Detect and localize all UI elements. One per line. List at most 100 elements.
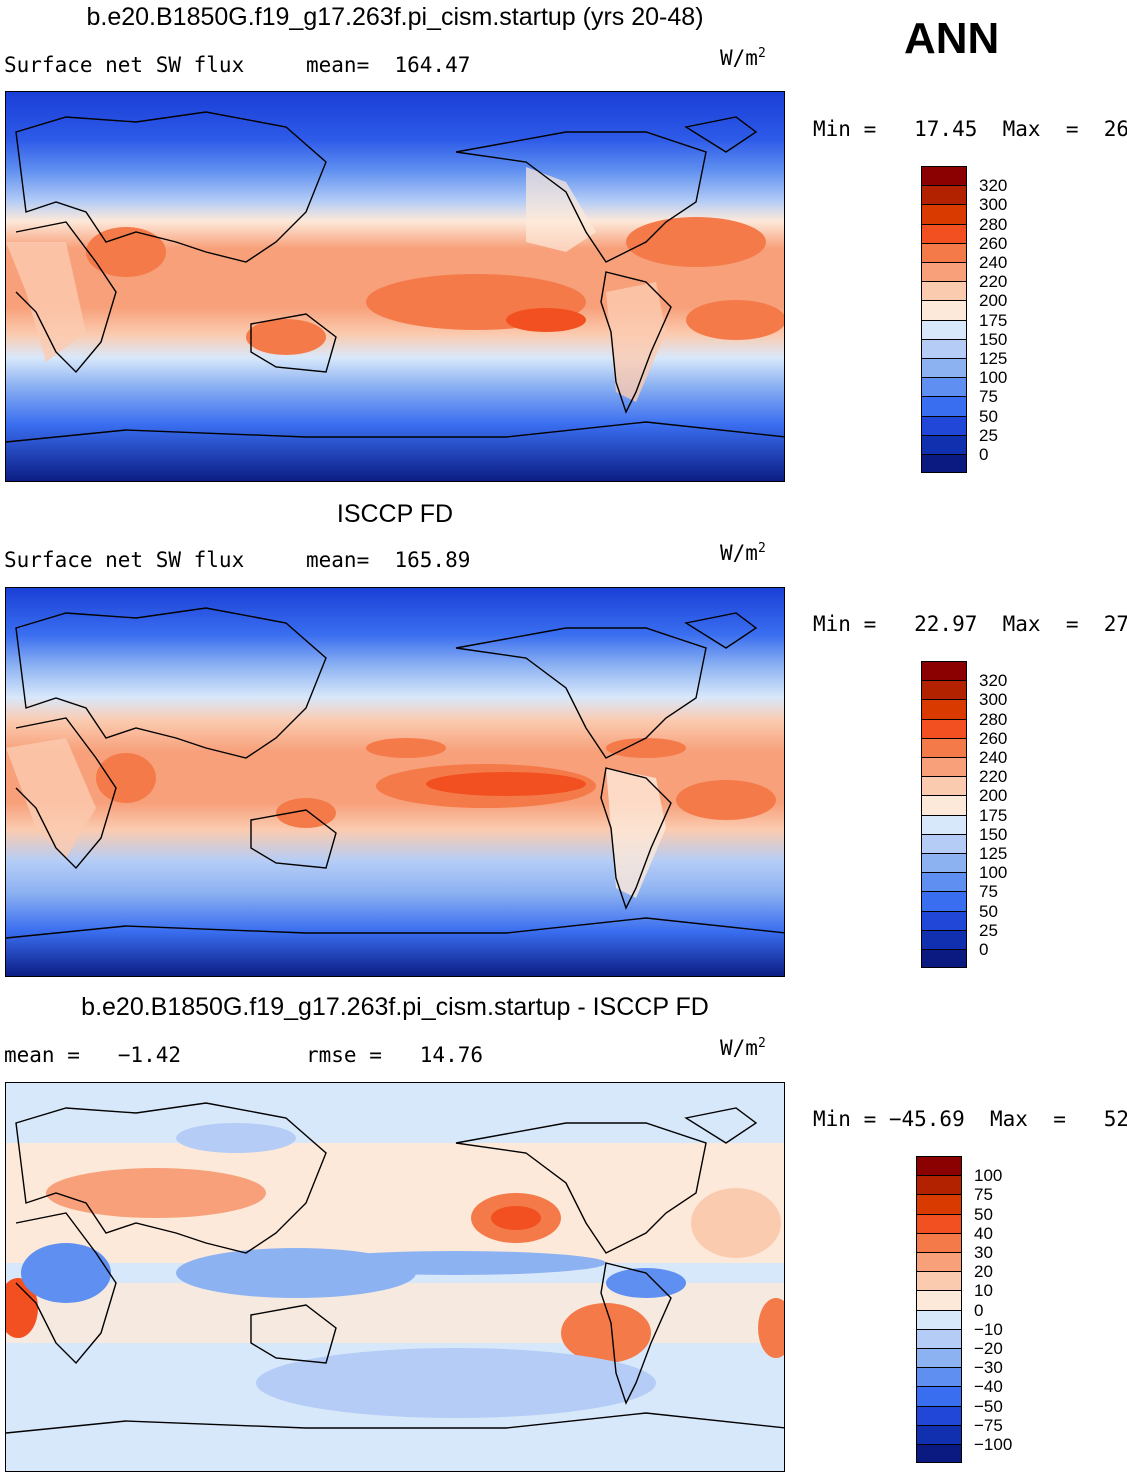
colorbar-tick-label: −20 (974, 1339, 1003, 1358)
panel1-minmax: Min = 17.45 Max = 264.52 (813, 117, 1127, 141)
panel2-variable-label: Surface net SW flux (4, 548, 245, 572)
colorbar-swatch (921, 242, 967, 262)
colorbar-swatch (921, 776, 967, 796)
colorbar-tick-label: 25 (979, 425, 998, 445)
colorbar-tick-label: 50 (979, 901, 998, 921)
colorbar-swatch (921, 396, 967, 416)
colorbar-swatch (916, 1367, 962, 1387)
colorbar-tick-label: 75 (974, 1185, 993, 1205)
colorbar-swatch (921, 319, 967, 339)
colorbar-tick-label: 240 (979, 253, 1008, 272)
colorbar-tick-label: 175 (979, 310, 1008, 330)
season-label: ANN (904, 14, 1000, 63)
colorbar-frame (921, 661, 967, 969)
colorbar-tick-label: −50 (974, 1396, 1003, 1416)
colorbar-swatch (921, 281, 967, 301)
colorbar-tick-label: −75 (974, 1415, 1003, 1435)
colorbar-tick-label: 25 (979, 920, 998, 940)
colorbar-swatch (921, 680, 967, 700)
colorbar-tick-label: 300 (979, 690, 1008, 710)
colorbar-swatch (921, 338, 967, 358)
panel2-minmax: Min = 22.97 Max = 270.49 (813, 612, 1127, 636)
colorbar-tick-label: 200 (979, 291, 1008, 311)
colorbar-tick-label: 280 (979, 214, 1008, 234)
colorbar-tick-label: 200 (979, 786, 1008, 806)
colorbar-tick-label: 75 (979, 387, 998, 407)
colorbar-tick-label: 50 (974, 1204, 993, 1224)
panel1-mean: mean= 164.47 (306, 53, 471, 77)
colorbar-tick-label: 220 (979, 767, 1008, 787)
panel3-mean: mean = −1.42 (4, 1043, 182, 1067)
colorbar-swatch (916, 1271, 962, 1291)
colorbar-tick-label: 175 (979, 805, 1008, 825)
colorbar-swatch (921, 929, 967, 949)
colorbar-tick-label: 280 (979, 709, 1008, 729)
colorbar-swatch (921, 377, 967, 397)
colorbar-swatch (916, 1444, 962, 1464)
colorbar-swatch (921, 454, 967, 474)
panel3-title: b.e20.B1850G.f19_g17.263f.pi_cism.startu… (81, 993, 709, 1021)
colorbar-swatch (921, 699, 967, 719)
colorbar-tick-label: 320 (979, 671, 1008, 691)
colorbar-swatch (921, 415, 967, 435)
colorbar-tick-label: 260 (979, 233, 1008, 253)
colorbar-tick-label: 240 (979, 748, 1008, 767)
colorbar-swatch (921, 358, 967, 378)
colorbar-tick-label: 0 (979, 940, 989, 959)
panel1-variable-label: Surface net SW flux (4, 53, 245, 77)
colorbar-swatch (921, 833, 967, 853)
colorbar-swatch (916, 1232, 962, 1252)
colorbar-frame (921, 166, 967, 474)
colorbar-tick-label: 30 (974, 1243, 993, 1262)
colorbar-swatch (921, 223, 967, 243)
colorbar-swatch (916, 1194, 962, 1214)
colorbar-tick-label: 100 (979, 368, 1008, 388)
colorbar-tick-label: 150 (979, 824, 1008, 844)
colorbar-swatch (921, 910, 967, 930)
panel1-units: W/m2 (720, 46, 766, 70)
colorbar-swatch (916, 1424, 962, 1444)
colorbar-tick-label: 220 (979, 272, 1008, 292)
panel2-mean: mean= 165.89 (306, 548, 471, 572)
colorbar-swatch (916, 1290, 962, 1310)
colorbar-swatch (916, 1405, 962, 1425)
colorbar-tick-label: −10 (974, 1319, 1003, 1339)
colorbar-tick-label: −40 (974, 1377, 1003, 1397)
colorbar-swatch (916, 1309, 962, 1329)
colorbar-tick-label: −30 (974, 1358, 1003, 1378)
colorbar-swatch (916, 1348, 962, 1368)
colorbar-tick-label: 100 (979, 863, 1008, 883)
colorbar-tick-label: 20 (974, 1262, 993, 1282)
colorbar-tick-label: 0 (979, 445, 989, 464)
colorbar-tick-label: 150 (979, 329, 1008, 349)
colorbar-swatch (921, 737, 967, 757)
colorbar-tick-label: 100 (974, 1166, 1003, 1186)
panel2-map (5, 587, 785, 977)
colorbar-tick-label: 125 (979, 349, 1008, 368)
panel3-rmse: rmse = 14.76 (306, 1043, 484, 1067)
colorbar-tick-label: 260 (979, 728, 1008, 748)
panel2-units: W/m2 (720, 541, 766, 565)
colorbar-swatch (921, 891, 967, 911)
colorbar-swatch (921, 814, 967, 834)
colorbar-swatch (921, 872, 967, 892)
colorbar-tick-label: −100 (974, 1435, 1013, 1454)
colorbar-swatch (921, 757, 967, 777)
panel2-title: ISCCP FD (336, 500, 454, 528)
colorbar-tick-label: 75 (979, 882, 998, 902)
colorbar-tick-label: 10 (974, 1281, 993, 1301)
colorbar-swatch (921, 853, 967, 873)
panel1-title: b.e20.B1850G.f19_g17.263f.pi_cism.startu… (86, 3, 704, 31)
panel1-map (5, 91, 785, 482)
colorbar-swatch (916, 1213, 962, 1233)
colorbar-swatch (916, 1175, 962, 1195)
colorbar-tick-label: 300 (979, 195, 1008, 215)
colorbar-tick-label: 50 (979, 406, 998, 426)
colorbar-swatch (921, 204, 967, 224)
colorbar-swatch (916, 1252, 962, 1272)
colorbar-swatch (921, 300, 967, 320)
colorbar-swatch (916, 1386, 962, 1406)
colorbar-swatch (921, 434, 967, 454)
colorbar-swatch (916, 1328, 962, 1348)
colorbar-tick-label: 0 (974, 1300, 984, 1320)
